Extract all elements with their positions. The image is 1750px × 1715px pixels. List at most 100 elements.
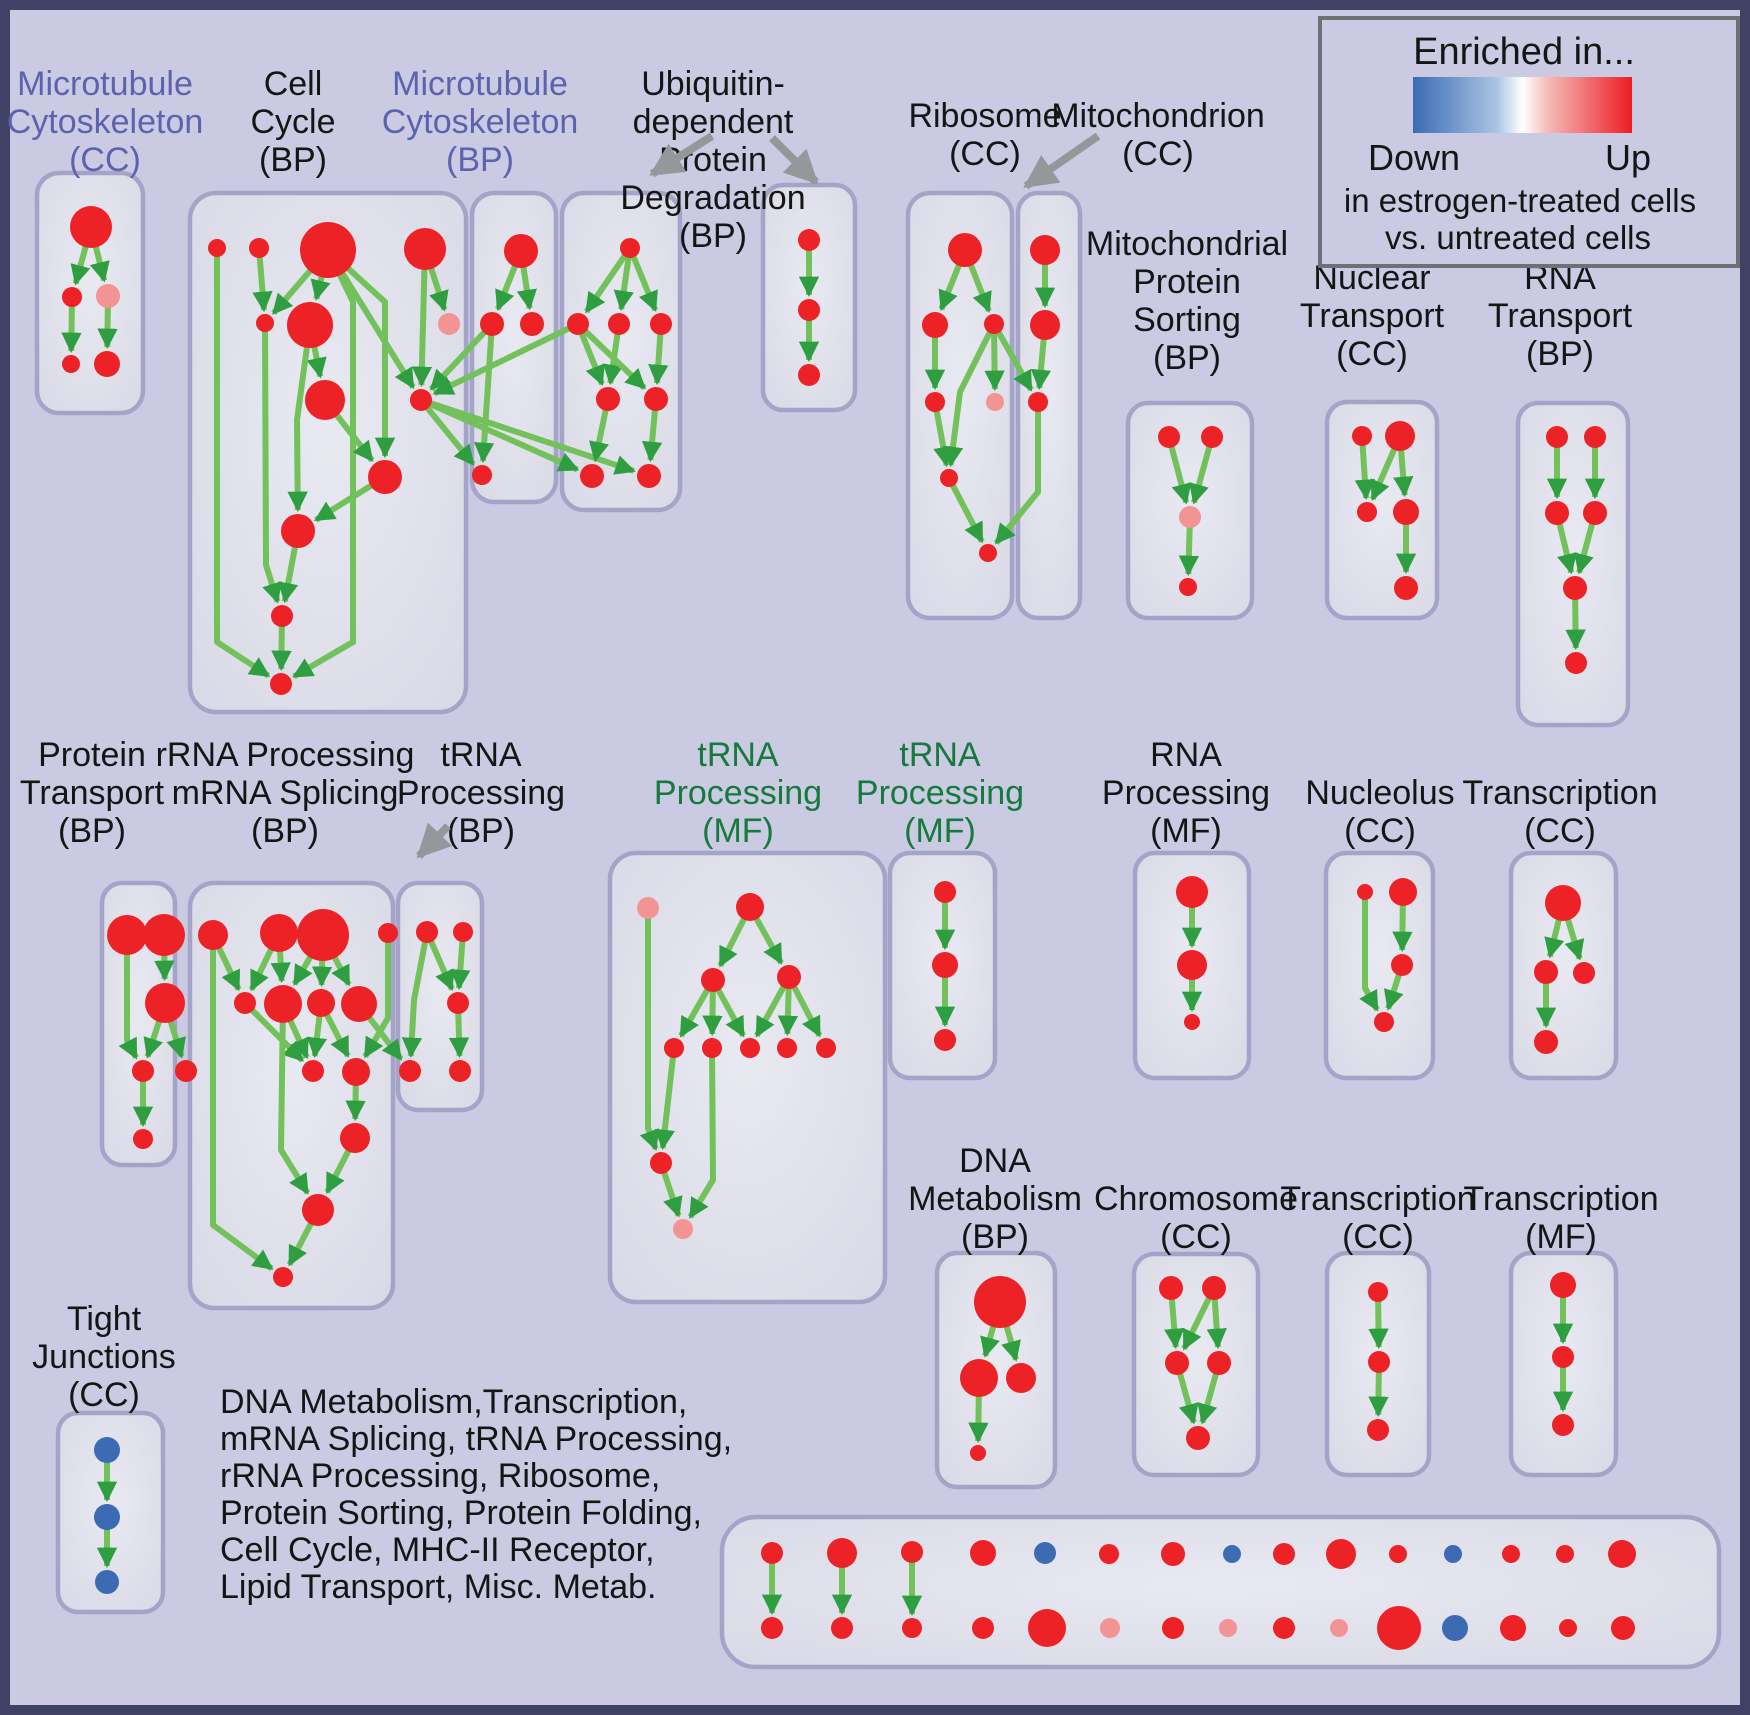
go-term-node-bw_t7 <box>1326 1539 1356 1569</box>
go-term-node-mt_2 <box>1030 310 1060 340</box>
go-term-node-tc_2 <box>1534 960 1558 984</box>
go-term-node-ub_m3 <box>650 313 672 335</box>
pointer-arrow-to-trna-bp-box <box>416 822 453 859</box>
go-term-node-rr_9 <box>302 1060 324 1082</box>
cluster-box-chromosome <box>1131 1251 1261 1478</box>
edge-tm_4-tm_9 <box>654 1047 677 1151</box>
go-term-node-tm_6 <box>740 1038 760 1058</box>
go-term-node-rr_1 <box>198 920 228 950</box>
go-term-node-bw_t1 <box>970 1540 996 1566</box>
go-term-node-tcb_1 <box>1368 1282 1388 1302</box>
go-term-node-rr_13 <box>302 1194 334 1226</box>
edge-rr_6-rr_13 <box>278 1003 311 1195</box>
go-term-node-rt_4 <box>1583 501 1607 525</box>
edge-ub_t-ub_m3 <box>627 246 659 312</box>
go-term-node-mps_4 <box>1179 578 1197 596</box>
cluster-box-rnatrans <box>1515 400 1631 728</box>
go-term-node-rb_r <box>984 314 1004 334</box>
edge-mt_3-rb_b <box>993 402 1041 545</box>
edge-nc_1-nc_4 <box>1359 892 1380 1012</box>
go-term-node-bw_p2a <box>827 1538 857 1568</box>
go-term-node-bw_b3 <box>1100 1618 1120 1638</box>
go-term-node-tc_4 <box>1534 1030 1558 1054</box>
edge-cc_e-cc_m <box>262 322 282 604</box>
legend-up-label: Up <box>1605 137 1651 178</box>
go-term-node-rt_2 <box>1584 426 1606 448</box>
edge-cc_f-cc_l <box>287 324 313 513</box>
go-term-node-rt_6 <box>1565 652 1587 674</box>
go-term-node-mps_3 <box>1179 506 1201 528</box>
go-term-node-nt_5 <box>1394 576 1418 600</box>
go-term-node-bw_b8 <box>1377 1606 1421 1650</box>
cluster-label-transc-cc-bot: Transcription (CC) <box>1280 1180 1475 1256</box>
cluster-box-ubiq1 <box>559 190 683 513</box>
go-term-node-bw_t5 <box>1223 1545 1241 1563</box>
cluster-label-ribosome: Ribosome (CC) <box>908 97 1061 173</box>
go-term-node-nc_3 <box>1391 954 1413 976</box>
go-term-node-bw_b11 <box>1559 1619 1577 1637</box>
cluster-label-trna-mf2: tRNA Processing (MF) <box>856 736 1024 850</box>
go-term-node-ub_m2 <box>608 313 630 335</box>
go-term-node-ub_b1 <box>580 464 604 488</box>
go-term-node-nt_4 <box>1393 499 1419 525</box>
go-term-node-bw_t10 <box>1502 1545 1520 1563</box>
go-term-node-nt_2 <box>1385 421 1415 451</box>
go-term-node-ch_4 <box>1207 1351 1231 1375</box>
cluster-box-ubiq2 <box>760 182 858 413</box>
go-term-node-rp_1 <box>1176 876 1208 908</box>
go-term-node-nc_1 <box>1357 884 1373 900</box>
cluster-box-nuctrans <box>1324 399 1440 621</box>
go-term-node-rr_3 <box>297 909 349 961</box>
cluster-label-mito: Mitochondrion (CC) <box>1051 97 1265 173</box>
cluster-label-nuctrans: Nuclear Transport (CC) <box>1300 259 1445 373</box>
go-term-node-cc_a <box>208 239 226 257</box>
go-term-node-ub_m1 <box>567 313 589 335</box>
edge-cc_c-cc_n <box>292 248 356 680</box>
go-term-node-tmf_2 <box>1552 1346 1574 1368</box>
go-term-node-bw_p1a <box>761 1542 783 1564</box>
cluster-label-dnamet: DNA Metabolism (BP) <box>908 1142 1082 1256</box>
go-term-node-tj_3 <box>95 1570 119 1594</box>
edge-tm_5-tm_10 <box>687 1047 716 1219</box>
go-term-node-cc_c <box>300 222 356 278</box>
cluster-label-tight: Tight Junctions (CC) <box>32 1300 176 1414</box>
go-term-node-bw_b9 <box>1442 1615 1468 1641</box>
go-term-node-rp_2 <box>1177 950 1207 980</box>
go-term-node-bw_t8 <box>1389 1545 1407 1563</box>
legend-title: Enriched in... <box>1413 31 1635 73</box>
go-term-node-rr_12 <box>340 1123 370 1153</box>
go-term-node-pt_2 <box>143 914 185 956</box>
cluster-box-misc-bottom <box>719 1514 1722 1670</box>
legend-subtitle-line2: vs. untreated cells <box>1385 219 1651 256</box>
go-term-node-rb_t <box>948 233 982 267</box>
edge-rb_r-rb_6 <box>942 322 997 468</box>
go-term-node-ub_t <box>620 238 640 258</box>
go-term-node-cc_m <box>271 605 293 627</box>
go-term-node-ch_5 <box>1186 1426 1210 1450</box>
go-term-node-bw_t11 <box>1556 1545 1574 1563</box>
go-term-node-tc_1 <box>1545 885 1581 921</box>
go-term-node-tc_3 <box>1573 962 1595 984</box>
cluster-label-rrna: rRNA Processing mRNA Splicing (BP) <box>156 736 415 850</box>
go-term-node-pt_6 <box>133 1129 153 1149</box>
go-term-node-mcc1 <box>70 206 112 248</box>
cluster-label-mps: Mitochondrial Protein Sorting (BP) <box>1086 225 1288 377</box>
go-term-node-ch_3 <box>1165 1351 1189 1375</box>
go-term-node-tj_2 <box>94 1504 120 1530</box>
legend-subtitle-line1: in estrogen-treated cells <box>1344 182 1696 219</box>
go-term-node-cc_i <box>410 389 432 411</box>
go-term-node-tm_7 <box>777 1038 797 1058</box>
cluster-label-rnaproc: RNA Processing (MF) <box>1102 736 1270 850</box>
go-term-node-tcb_2 <box>1368 1351 1390 1373</box>
go-term-node-cc_h <box>305 380 345 420</box>
go-term-node-rr_2 <box>260 914 298 952</box>
go-term-node-bw_t4 <box>1161 1542 1185 1566</box>
cluster-box-nucleolus <box>1323 850 1436 1081</box>
edge-mcbp_cl-mcbp_b <box>473 323 495 464</box>
go-term-node-mt_3 <box>1028 392 1048 412</box>
go-term-node-cc_f <box>287 302 333 348</box>
edge-rb_6-rb_b <box>946 476 985 544</box>
go-term-node-pt_4 <box>132 1060 154 1082</box>
cluster-label-mc-cc: Microtubule Cytoskeleton (CC) <box>7 65 204 179</box>
